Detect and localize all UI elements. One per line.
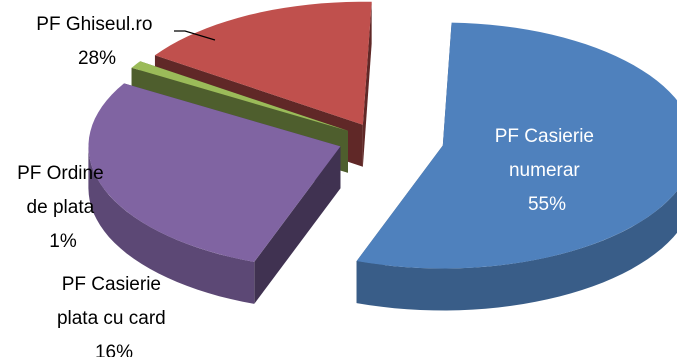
pie-slice-3-top [154,1,372,125]
pie-labels: PF Casierie numerar 55% PF Ghiseul.ro 28… [17,14,600,357]
slice-label-ghiseul: PF Ghiseul.ro 28% [36,14,157,69]
pie-slice-1-side [88,146,255,304]
slice-label-casierie-numerar: PF Casierie numerar 55% [495,126,600,215]
pie-slice-2-top [131,61,348,131]
pie-slice-0-side [356,190,677,311]
pie-slice-1-wall-0 [254,146,341,304]
slice-label-ordine-de-plata: PF Ordine de plata 1% [17,163,109,252]
ghiseul-leader-line [174,30,216,41]
pie-slices [88,1,677,311]
pie-slice-0-top [356,22,677,269]
pie-slice-1-top [88,83,341,262]
pie-slice-0 [356,22,677,311]
pie-slice-3-wall-1 [362,1,372,167]
slice-label-casierie-card: PF Casierie plata cu card 16% [57,274,171,357]
pie-slice-1 [88,83,341,304]
